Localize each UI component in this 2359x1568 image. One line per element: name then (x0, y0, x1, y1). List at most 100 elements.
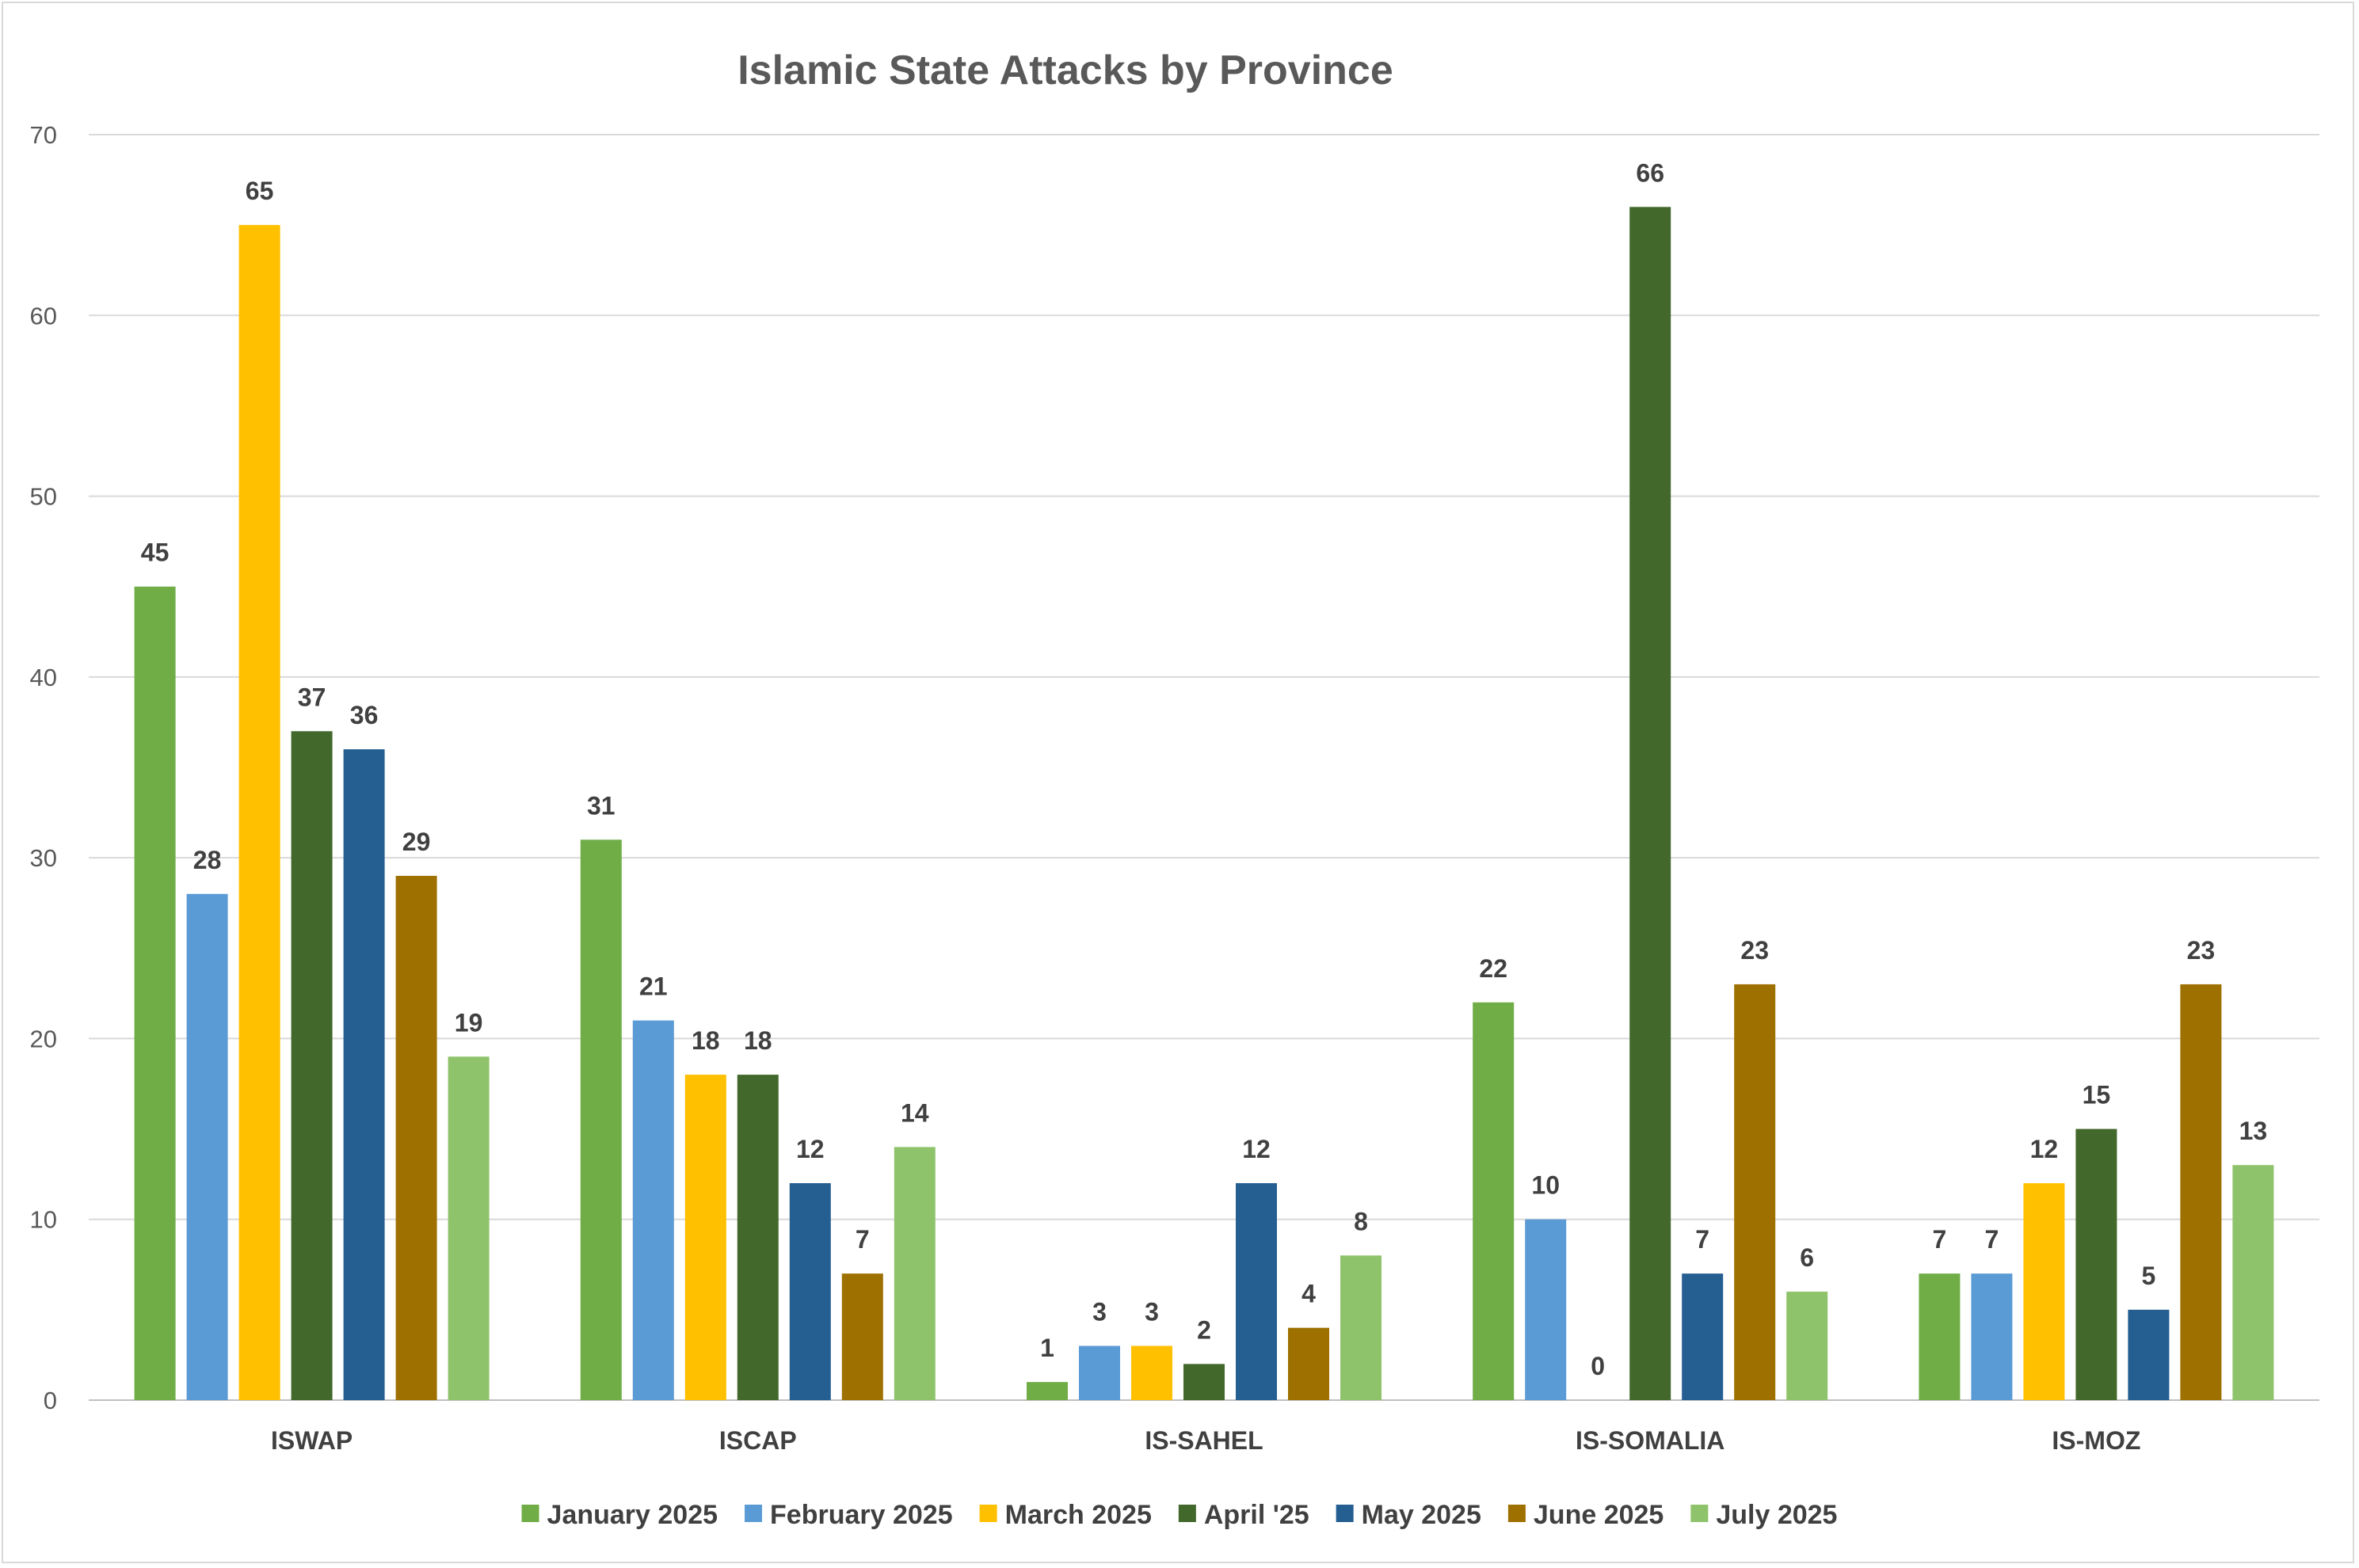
bar[interactable] (1340, 1255, 1381, 1400)
legend-label: April '25 (1204, 1500, 1309, 1530)
data-label: 23 (2187, 936, 2216, 965)
data-label: 18 (744, 1026, 772, 1055)
bar[interactable] (737, 1075, 779, 1400)
chart-title: Islamic State Attacks by Province (737, 48, 1393, 93)
y-tick-label: 30 (30, 844, 57, 872)
y-tick-label: 50 (30, 483, 57, 511)
legend-label: January 2025 (547, 1500, 718, 1530)
bar[interactable] (1236, 1183, 1277, 1400)
legend-item[interactable]: April '25 (1178, 1500, 1309, 1530)
data-label: 0 (1591, 1352, 1605, 1380)
data-label: 7 (1933, 1225, 1947, 1254)
legend-label: July 2025 (1716, 1500, 1837, 1530)
bar[interactable] (1183, 1364, 1225, 1400)
bar[interactable] (1971, 1273, 2013, 1400)
category-label: IS-SAHEL (1145, 1426, 1263, 1455)
y-tick-label: 20 (30, 1025, 57, 1052)
y-tick-label: 40 (30, 664, 57, 691)
bar[interactable] (580, 839, 622, 1400)
data-label: 6 (1800, 1243, 1814, 1272)
category-label: ISCAP (719, 1426, 797, 1455)
bars (134, 207, 2274, 1401)
data-label: 13 (2239, 1117, 2268, 1145)
y-axis-ticks: 0 10 20 30 40 50 60 70 (30, 121, 57, 1414)
data-label: 12 (1242, 1135, 1271, 1163)
data-label: 28 (193, 846, 222, 874)
data-label: 19 (455, 1008, 483, 1037)
bar[interactable] (134, 586, 176, 1400)
data-label: 2 (1197, 1315, 1211, 1344)
data-label: 1 (1040, 1334, 1054, 1362)
bar[interactable] (1473, 1002, 1515, 1400)
legend-label: March 2025 (1005, 1500, 1152, 1530)
legend-swatch (521, 1505, 539, 1522)
data-label: 7 (1695, 1225, 1709, 1254)
bar[interactable] (1027, 1382, 1068, 1400)
legend-item[interactable]: March 2025 (979, 1500, 1152, 1530)
data-label: 15 (2083, 1081, 2111, 1109)
bar[interactable] (2232, 1165, 2274, 1400)
bar[interactable] (1079, 1345, 1120, 1400)
legend-swatch (1178, 1505, 1196, 1522)
data-label: 3 (1145, 1298, 1159, 1326)
category-label: IS-SOMALIA (1576, 1426, 1724, 1455)
legend-label: May 2025 (1362, 1500, 1481, 1530)
bar[interactable] (894, 1147, 936, 1400)
data-label: 45 (141, 539, 170, 567)
y-tick-label: 0 (44, 1387, 57, 1414)
y-tick-label: 10 (30, 1206, 57, 1234)
legend-item[interactable]: January 2025 (521, 1500, 718, 1530)
y-tick-label: 60 (30, 302, 57, 329)
bar[interactable] (1786, 1292, 1828, 1400)
data-label: 7 (856, 1225, 870, 1254)
data-label: 7 (1985, 1225, 1999, 1254)
bar[interactable] (186, 893, 228, 1400)
bar[interactable] (1525, 1219, 1567, 1400)
bar[interactable] (2128, 1309, 2170, 1400)
bar[interactable] (1629, 207, 1671, 1400)
bar[interactable] (2023, 1183, 2065, 1400)
bar[interactable] (841, 1273, 883, 1400)
legend[interactable]: January 2025 February 2025 March 2025 April… (521, 1500, 1838, 1530)
category-label: IS-MOZ (2052, 1426, 2140, 1455)
legend-item[interactable]: February 2025 (745, 1500, 953, 1530)
legend-swatch (1690, 1505, 1709, 1522)
data-label: 37 (298, 683, 326, 711)
legend-item[interactable]: May 2025 (1336, 1500, 1481, 1530)
data-label: 22 (1479, 954, 1507, 983)
data-label: 21 (639, 972, 668, 1001)
data-label: 8 (1354, 1207, 1368, 1235)
y-tick-label: 70 (30, 121, 57, 149)
bar[interactable] (395, 875, 437, 1400)
data-label: 10 (1531, 1171, 1560, 1200)
legend-swatch (1336, 1505, 1354, 1522)
bar[interactable] (2180, 984, 2222, 1400)
bar[interactable] (448, 1056, 490, 1400)
bar[interactable] (789, 1183, 831, 1400)
legend-swatch (745, 1505, 763, 1522)
bar[interactable] (1919, 1273, 1961, 1400)
data-label: 31 (587, 791, 615, 820)
data-label: 23 (1740, 936, 1769, 965)
data-label: 29 (402, 828, 431, 856)
legend-swatch (1507, 1505, 1526, 1522)
bar[interactable] (1734, 984, 1776, 1400)
bar[interactable] (1288, 1327, 1329, 1400)
bar[interactable] (632, 1020, 674, 1400)
data-label: 14 (901, 1098, 929, 1127)
bar[interactable] (343, 749, 385, 1400)
x-axis-categories: ISWAP ISCAP IS-SAHEL IS-SOMALIA IS-MOZ (271, 1426, 2140, 1455)
bar[interactable] (2075, 1128, 2117, 1400)
data-label: 12 (2030, 1135, 2059, 1163)
bar[interactable] (1682, 1273, 1724, 1400)
bar[interactable] (238, 225, 280, 1401)
bar[interactable] (1131, 1345, 1172, 1400)
legend-item[interactable]: June 2025 (1507, 1500, 1663, 1530)
data-label: 4 (1301, 1280, 1316, 1308)
bar[interactable] (684, 1075, 726, 1400)
bar[interactable] (291, 731, 333, 1400)
data-label: 12 (796, 1135, 825, 1163)
legend-item[interactable]: July 2025 (1690, 1500, 1837, 1530)
